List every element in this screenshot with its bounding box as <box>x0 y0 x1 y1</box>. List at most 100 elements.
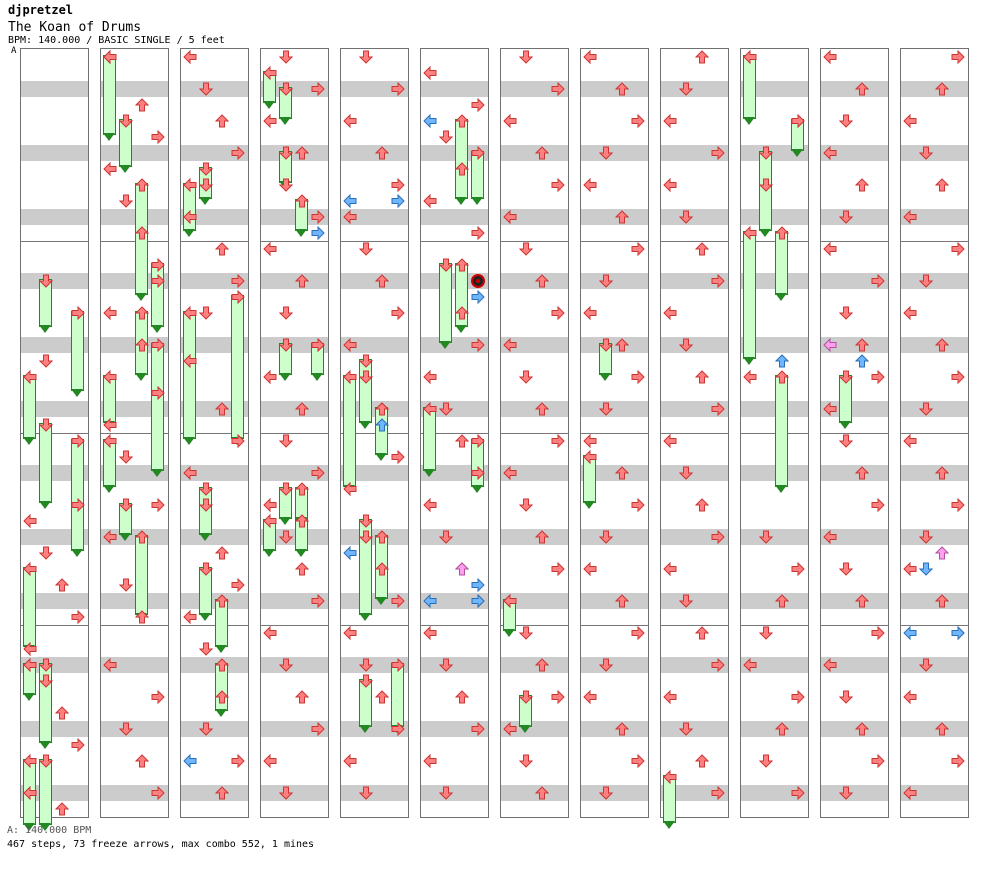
quarter-arrow <box>471 290 485 304</box>
step-arrow <box>135 610 149 624</box>
beat-stripe <box>821 721 888 737</box>
step-arrow <box>839 306 853 320</box>
step-arrow <box>519 242 533 256</box>
step-arrow <box>151 130 165 144</box>
step-arrow <box>631 498 645 512</box>
step-arrow <box>711 786 725 800</box>
measure-line <box>261 433 328 434</box>
step-arrow <box>279 658 293 672</box>
beat-stripe <box>821 337 888 353</box>
freeze-head-arrow <box>791 114 805 128</box>
beat-stripe <box>901 145 968 161</box>
step-arrow <box>439 130 453 144</box>
freeze-tail <box>663 821 675 829</box>
step-arrow <box>551 562 565 576</box>
beat-stripe <box>901 465 968 481</box>
step-arrow <box>423 370 437 384</box>
step-arrow <box>135 98 149 112</box>
freeze-tail <box>215 645 227 653</box>
beat-stripe <box>501 401 568 417</box>
step-arrow <box>855 722 869 736</box>
step-arrow <box>775 722 789 736</box>
step-arrow <box>583 434 597 448</box>
freeze-head-arrow <box>23 562 37 576</box>
beat-stripe <box>101 145 168 161</box>
quarter-arrow <box>423 594 437 608</box>
step-arrow <box>343 338 357 352</box>
step-arrow <box>183 210 197 224</box>
mine-marker <box>471 274 485 288</box>
chart-column <box>580 48 649 818</box>
measure-line <box>821 433 888 434</box>
chart-column <box>180 48 249 818</box>
beat-stripe <box>501 529 568 545</box>
step-arrow <box>615 594 629 608</box>
beat-stripe <box>261 81 328 97</box>
beat-stripe <box>341 273 408 289</box>
step-arrow <box>695 754 709 768</box>
freeze-head-arrow <box>359 674 373 688</box>
step-arrow <box>743 370 757 384</box>
measure-line <box>101 241 168 242</box>
chart-column <box>660 48 729 829</box>
section-marker: A <box>11 46 17 56</box>
step-arrow <box>295 274 309 288</box>
freeze-tail <box>39 501 51 509</box>
beat-stripe <box>741 657 808 673</box>
step-arrow <box>295 146 309 160</box>
freeze-tail <box>23 437 35 445</box>
freeze-head-arrow <box>215 594 229 608</box>
beat-stripe <box>341 209 408 225</box>
step-arrow <box>23 786 37 800</box>
step-arrow <box>199 306 213 320</box>
step-arrow <box>679 82 693 96</box>
beat-stripe <box>581 273 648 289</box>
freeze-head-arrow <box>359 354 373 368</box>
beat-stripe <box>261 593 328 609</box>
freeze-arrow <box>455 119 468 199</box>
quarter-arrow <box>471 578 485 592</box>
bpm-footer: A: 140.000 BPM <box>7 825 92 836</box>
step-arrow <box>263 626 277 640</box>
freeze-head-arrow <box>71 306 85 320</box>
step-arrow <box>631 626 645 640</box>
beat-stripe <box>741 785 808 801</box>
freeze-head-arrow <box>103 50 117 64</box>
step-arrow <box>919 146 933 160</box>
stats-footer: 467 steps, 73 freeze arrows, max combo 5… <box>7 839 315 850</box>
freeze-tail <box>599 373 611 381</box>
eighth-arrow <box>823 338 837 352</box>
freeze-head-arrow <box>135 306 149 320</box>
step-arrow <box>951 50 965 64</box>
freeze-head-arrow <box>135 530 149 544</box>
chart-column <box>420 48 489 818</box>
step-arrow <box>839 690 853 704</box>
beat-stripe <box>181 593 248 609</box>
step-arrow <box>903 786 917 800</box>
measure-line <box>741 241 808 242</box>
step-arrow <box>39 354 53 368</box>
beat-stripe <box>421 721 488 737</box>
step-arrow <box>199 178 213 192</box>
step-arrow <box>455 434 469 448</box>
beat-stripe <box>661 529 728 545</box>
step-arrow <box>263 242 277 256</box>
freeze-tail <box>71 549 83 557</box>
freeze-head-arrow <box>39 754 53 768</box>
freeze-tail <box>263 549 275 557</box>
freeze-head-arrow <box>311 338 325 352</box>
beat-stripe <box>21 657 88 673</box>
step-arrow <box>663 562 677 576</box>
step-arrow <box>919 530 933 544</box>
quarter-arrow <box>183 754 197 768</box>
step-arrow <box>231 434 245 448</box>
freeze-head-arrow <box>279 82 293 96</box>
freeze-head-arrow <box>439 258 453 272</box>
freeze-head-arrow <box>583 450 597 464</box>
quarter-arrow <box>423 114 437 128</box>
step-arrow <box>599 402 613 416</box>
freeze-tail <box>103 133 115 141</box>
beat-stripe <box>741 721 808 737</box>
beat-stripe <box>261 145 328 161</box>
freeze-head-arrow <box>71 434 85 448</box>
